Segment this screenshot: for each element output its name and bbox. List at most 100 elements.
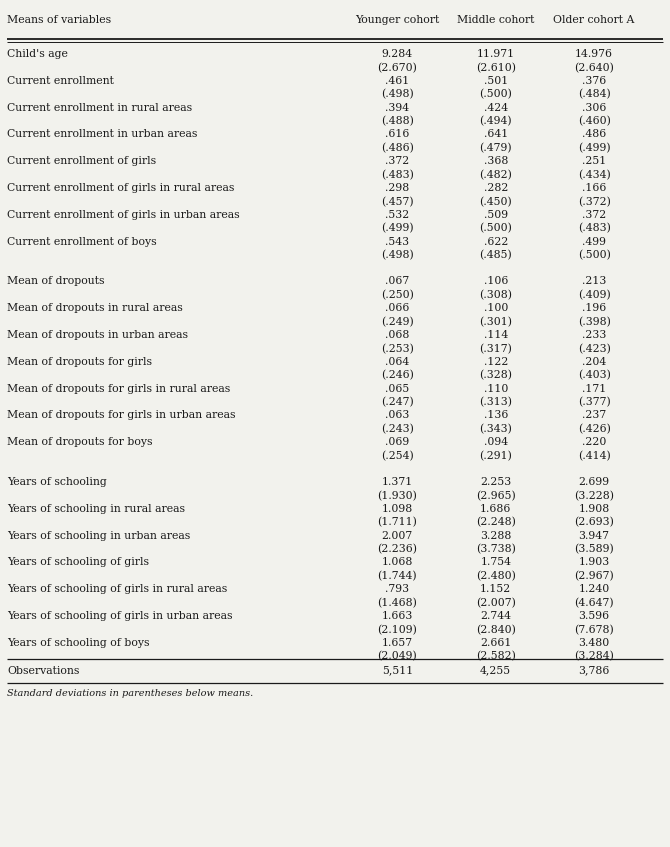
Text: 14.976: 14.976 <box>575 49 613 59</box>
Text: (3.738): (3.738) <box>476 544 516 555</box>
Text: .499: .499 <box>582 236 606 246</box>
Text: .368: .368 <box>484 156 508 166</box>
Text: (.398): (.398) <box>578 317 610 327</box>
Text: .641: .641 <box>484 130 508 140</box>
Text: (2.965): (2.965) <box>476 490 516 501</box>
Text: (.494): (.494) <box>480 116 512 126</box>
Text: (2.582): (2.582) <box>476 651 516 662</box>
Text: .066: .066 <box>385 303 409 313</box>
Text: (2.693): (2.693) <box>574 518 614 528</box>
Text: Mean of dropouts: Mean of dropouts <box>7 276 105 286</box>
Text: .136: .136 <box>484 411 508 420</box>
Text: (.486): (.486) <box>381 143 414 153</box>
Text: .100: .100 <box>484 303 508 313</box>
Text: Mean of dropouts for girls in rural areas: Mean of dropouts for girls in rural area… <box>7 384 230 394</box>
Text: Current enrollment of girls: Current enrollment of girls <box>7 156 156 166</box>
Text: .204: .204 <box>582 357 606 367</box>
Text: 5,511: 5,511 <box>382 666 413 676</box>
Text: (.500): (.500) <box>479 89 512 100</box>
Text: (.254): (.254) <box>381 451 413 461</box>
Text: Older cohort A: Older cohort A <box>553 15 634 25</box>
Text: (.250): (.250) <box>381 290 414 300</box>
Text: Child's age: Child's age <box>7 49 68 59</box>
Text: (.499): (.499) <box>578 143 610 153</box>
Text: .069: .069 <box>385 437 409 447</box>
Text: (1.711): (1.711) <box>377 518 417 528</box>
Text: (.483): (.483) <box>578 224 610 234</box>
Text: .372: .372 <box>582 210 606 220</box>
Text: .543: .543 <box>385 236 409 246</box>
Text: .171: .171 <box>582 384 606 394</box>
Text: (.343): (.343) <box>479 424 512 435</box>
Text: (.483): (.483) <box>381 169 414 180</box>
Text: (.243): (.243) <box>381 424 414 435</box>
Text: (2.670): (2.670) <box>377 63 417 73</box>
Text: .063: .063 <box>385 411 409 420</box>
Text: .509: .509 <box>484 210 508 220</box>
Text: .220: .220 <box>582 437 606 447</box>
Text: (.291): (.291) <box>479 451 512 461</box>
Text: (.377): (.377) <box>578 397 610 407</box>
Text: (.457): (.457) <box>381 197 413 207</box>
Text: 2.661: 2.661 <box>480 638 511 648</box>
Text: (.479): (.479) <box>480 143 512 153</box>
Text: Years of schooling of girls in urban areas: Years of schooling of girls in urban are… <box>7 611 232 621</box>
Text: (3.589): (3.589) <box>574 544 614 555</box>
Text: Standard deviations in parentheses below means.: Standard deviations in parentheses below… <box>7 689 253 698</box>
Text: (.423): (.423) <box>578 344 610 354</box>
Text: .196: .196 <box>582 303 606 313</box>
Text: Current enrollment in rural areas: Current enrollment in rural areas <box>7 102 192 113</box>
Text: (.434): (.434) <box>578 169 610 180</box>
Text: Years of schooling in rural areas: Years of schooling in rural areas <box>7 504 185 514</box>
Text: .793: .793 <box>385 584 409 595</box>
Text: (.482): (.482) <box>479 169 512 180</box>
Text: .394: .394 <box>385 102 409 113</box>
Text: (.500): (.500) <box>479 224 512 234</box>
Text: (.426): (.426) <box>578 424 610 435</box>
Text: (1.468): (1.468) <box>377 598 417 608</box>
Text: (.313): (.313) <box>479 397 513 407</box>
Text: (.253): (.253) <box>381 344 414 354</box>
Text: (4.647): (4.647) <box>574 598 614 608</box>
Text: (2.480): (2.480) <box>476 571 516 581</box>
Text: (.500): (.500) <box>578 250 610 260</box>
Text: 1.152: 1.152 <box>480 584 511 595</box>
Text: .424: .424 <box>484 102 508 113</box>
Text: (2.049): (2.049) <box>377 651 417 662</box>
Text: .237: .237 <box>582 411 606 420</box>
Text: .110: .110 <box>484 384 508 394</box>
Text: Years of schooling of girls: Years of schooling of girls <box>7 557 149 567</box>
Text: 3.947: 3.947 <box>579 530 610 540</box>
Text: .306: .306 <box>582 102 606 113</box>
Text: .213: .213 <box>582 276 606 286</box>
Text: .106: .106 <box>484 276 508 286</box>
Text: .298: .298 <box>385 183 409 193</box>
Text: (7.678): (7.678) <box>574 624 614 634</box>
Text: 3.596: 3.596 <box>579 611 610 621</box>
Text: .622: .622 <box>484 236 508 246</box>
Text: (.372): (.372) <box>578 197 610 207</box>
Text: 1.240: 1.240 <box>578 584 610 595</box>
Text: 11.971: 11.971 <box>476 49 515 59</box>
Text: 1.068: 1.068 <box>382 557 413 567</box>
Text: Mean of dropouts in rural areas: Mean of dropouts in rural areas <box>7 303 183 313</box>
Text: (.460): (.460) <box>578 116 610 126</box>
Text: .114: .114 <box>484 330 508 340</box>
Text: 1.657: 1.657 <box>382 638 413 648</box>
Text: 2.253: 2.253 <box>480 477 511 487</box>
Text: Mean of dropouts in urban areas: Mean of dropouts in urban areas <box>7 330 188 340</box>
Text: (.498): (.498) <box>381 250 413 260</box>
Text: Years of schooling: Years of schooling <box>7 477 107 487</box>
Text: .233: .233 <box>582 330 606 340</box>
Text: 1.754: 1.754 <box>480 557 511 567</box>
Text: Mean of dropouts for girls: Mean of dropouts for girls <box>7 357 152 367</box>
Text: 1.371: 1.371 <box>382 477 413 487</box>
Text: Observations: Observations <box>7 666 79 676</box>
Text: Current enrollment of girls in urban areas: Current enrollment of girls in urban are… <box>7 210 240 220</box>
Text: .616: .616 <box>385 130 409 140</box>
Text: (.484): (.484) <box>578 89 610 100</box>
Text: .094: .094 <box>484 437 508 447</box>
Text: (2.610): (2.610) <box>476 63 516 73</box>
Text: Current enrollment: Current enrollment <box>7 75 114 86</box>
Text: 2.007: 2.007 <box>382 530 413 540</box>
